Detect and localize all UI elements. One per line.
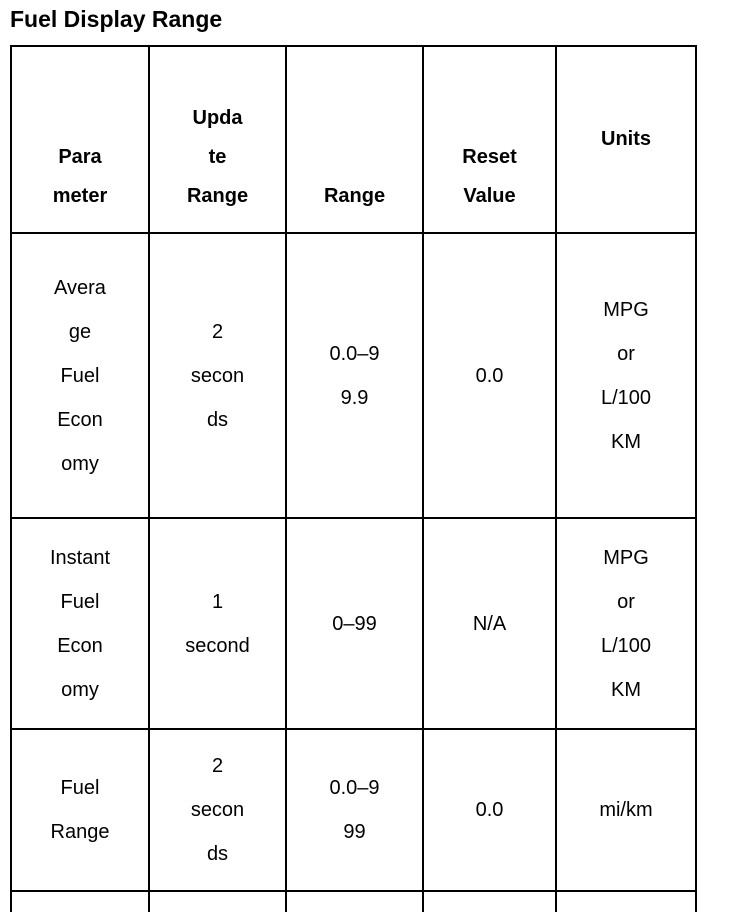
cell-range: 0.0–9 99 <box>285 728 424 892</box>
cell-units: MPG or L/100 KM <box>555 517 697 730</box>
cell-units: mi/km <box>555 728 697 892</box>
table-row-fuel-range: Fuel Range 2 secon ds 0.0–9 99 0.0 mi/km <box>10 728 697 892</box>
cell-parameter: Instant Fuel Econ omy <box>10 517 150 730</box>
cell-reset-value: N/A <box>422 517 557 730</box>
header-cell-units: Units <box>555 45 697 234</box>
cell-range: 0.0–9 9.9 <box>285 232 424 519</box>
cell-update-range: 1 second <box>148 517 287 730</box>
cell-empty <box>422 890 557 912</box>
cell-parameter: Fuel Range <box>10 728 150 892</box>
table-row-average-fuel-economy: Avera ge Fuel Econ omy 2 secon ds 0.0–9 … <box>10 232 697 519</box>
header-cell-parameter: Para meter <box>10 45 150 234</box>
cell-reset-value: 0.0 <box>422 728 557 892</box>
page-title: Fuel Display Range <box>10 6 223 32</box>
header-cell-update-range: Upda te Range <box>148 45 287 234</box>
cell-reset-value: 0.0 <box>422 232 557 519</box>
header-cell-range: Range <box>285 45 424 234</box>
cell-units: MPG or L/100 KM <box>555 232 697 519</box>
cell-empty <box>148 890 287 912</box>
fuel-display-range-table: Para meter Upda te Range Range Reset Val… <box>10 45 697 912</box>
cell-empty <box>555 890 697 912</box>
cell-empty <box>10 890 150 912</box>
header-cell-reset-value: Reset Value <box>422 45 557 234</box>
table-row-instant-fuel-economy: Instant Fuel Econ omy 1 second 0–99 N/A … <box>10 517 697 730</box>
cell-empty <box>285 890 424 912</box>
cell-update-range: 2 secon ds <box>148 728 287 892</box>
cell-update-range: 2 secon ds <box>148 232 287 519</box>
table-header-row: Para meter Upda te Range Range Reset Val… <box>10 45 697 234</box>
cell-range: 0–99 <box>285 517 424 730</box>
cell-parameter: Avera ge Fuel Econ omy <box>10 232 150 519</box>
table-row-cutoff <box>10 890 697 912</box>
